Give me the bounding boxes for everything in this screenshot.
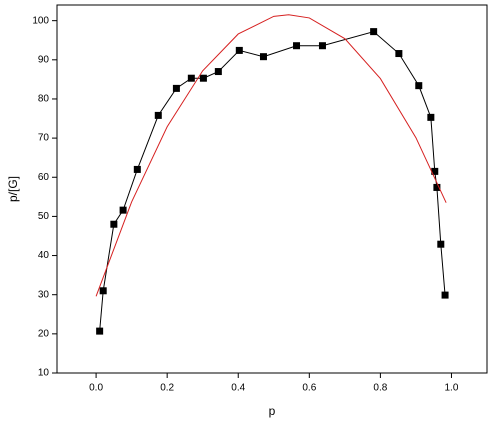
data-point bbox=[395, 50, 403, 58]
data-point bbox=[293, 42, 301, 50]
y-tick-label: 100 bbox=[32, 15, 49, 26]
data-point bbox=[133, 165, 141, 173]
data-point bbox=[441, 291, 449, 299]
series-line bbox=[95, 14, 447, 297]
data-point bbox=[214, 68, 222, 76]
data-point bbox=[235, 46, 243, 54]
x-tick-label: 0.4 bbox=[231, 383, 245, 394]
data-point bbox=[172, 84, 180, 92]
x-tick-label: 0.8 bbox=[373, 383, 387, 394]
y-tick-label: 50 bbox=[38, 211, 50, 222]
series-line bbox=[99, 31, 446, 332]
y-tick-label: 10 bbox=[38, 368, 50, 379]
x-axis-title: p bbox=[269, 404, 276, 418]
x-tick-label: 0.2 bbox=[160, 383, 174, 394]
y-tick-label: 30 bbox=[38, 289, 50, 300]
data-point bbox=[415, 82, 423, 90]
data-point bbox=[427, 113, 435, 121]
y-tick-label: 80 bbox=[38, 94, 50, 105]
y-tick-label: 70 bbox=[38, 133, 50, 144]
data-point bbox=[119, 206, 127, 214]
y-tick-label: 40 bbox=[38, 250, 50, 261]
data-point bbox=[318, 42, 326, 50]
data-point bbox=[199, 74, 207, 82]
data-point bbox=[431, 167, 439, 175]
data-point bbox=[110, 220, 118, 228]
plot-frame bbox=[56, 4, 488, 374]
y-axis-title: p/[G] bbox=[6, 176, 20, 202]
data-point bbox=[154, 111, 162, 119]
data-point bbox=[187, 74, 195, 82]
y-tick-label: 90 bbox=[38, 54, 50, 65]
x-tick-label: 0.6 bbox=[302, 383, 316, 394]
data-point bbox=[370, 28, 378, 36]
y-tick-label: 20 bbox=[38, 328, 50, 339]
data-point bbox=[96, 327, 104, 335]
data-point bbox=[433, 183, 441, 191]
data-point bbox=[437, 240, 445, 248]
data-point bbox=[259, 53, 267, 61]
x-tick-label: 0.0 bbox=[89, 383, 103, 394]
y-tick-label: 60 bbox=[38, 172, 50, 183]
x-tick-label: 1.0 bbox=[445, 383, 459, 394]
data-point bbox=[99, 287, 107, 295]
